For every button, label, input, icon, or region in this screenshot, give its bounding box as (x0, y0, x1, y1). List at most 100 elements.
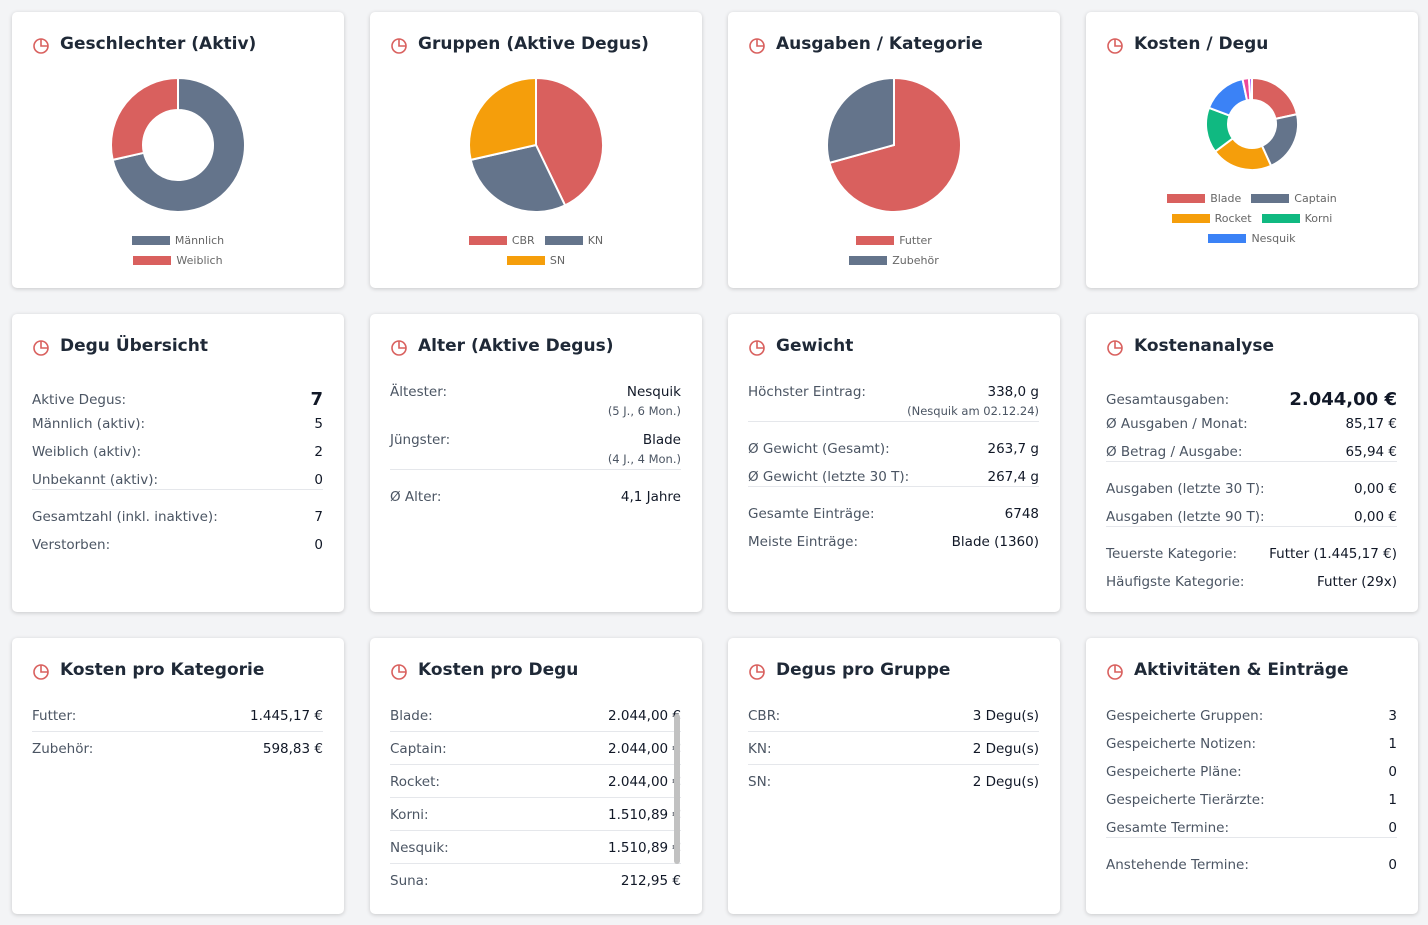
row-label: Ø Gewicht (letzte 30 T): (748, 469, 910, 485)
row-value: Futter (29x) (1316, 574, 1397, 590)
card-title: Degus pro Gruppe (776, 660, 951, 680)
card-title: Aktivitäten & Einträge (1134, 660, 1349, 680)
info-row: Gespeicherte Gruppen: 3 (1106, 708, 1397, 724)
row-value: 2.044,00 € (608, 708, 681, 724)
card-icon (391, 38, 407, 54)
divider (390, 469, 681, 470)
legend-label: CBR (511, 234, 535, 247)
legend-label: KN (587, 234, 604, 247)
row-value: 0 (1388, 857, 1397, 873)
legend-label: Weiblich (176, 254, 223, 267)
slice (468, 76, 537, 162)
card-title: Kosten pro Kategorie (60, 660, 265, 680)
info-row: Ältester: Nesquik (5 J., 6 Mon.) (390, 384, 681, 418)
row-label: Unbekannt (aktiv): (32, 472, 159, 488)
legend-item: Rocket (1171, 212, 1252, 225)
legend-swatch (468, 236, 507, 245)
row-label: Ø Betrag / Ausgabe: (1106, 444, 1243, 460)
card-title: Kosten pro Degu (418, 660, 579, 680)
row-label: Gespeicherte Notizen: (1106, 736, 1257, 752)
row-value: 0,00 € (1354, 481, 1397, 497)
legend-swatch (544, 236, 583, 245)
info-row: Zubehör: 598,83 € (32, 741, 323, 757)
legend-label: Futter (899, 234, 932, 247)
divider (390, 830, 681, 831)
row-value: 267,4 g (987, 469, 1039, 485)
row-label: Gesamtzahl (inkl. inaktive): (32, 509, 218, 525)
info-row: Ø Gewicht (Gesamt): 263,7 g (748, 441, 1039, 457)
slice (826, 76, 895, 165)
row-label: Ausgaben (letzte 90 T): (1106, 509, 1265, 525)
row-label: Ältester: (390, 384, 448, 400)
info-row: Gesamte Termine: 0 (1106, 820, 1397, 836)
row-label: Gesamte Termine: (1106, 820, 1229, 836)
info-row: Ø Betrag / Ausgabe: 65,94 € (1106, 444, 1397, 460)
info-row: KN: 2 Degu(s) (748, 741, 1039, 757)
info-row: Jüngster: Blade (4 J., 4 Mon.) (390, 432, 681, 466)
divider (1106, 461, 1397, 462)
legend-label: SN (549, 254, 566, 267)
card: Aktivitäten & Einträge Gespeicherte Grupp… (1086, 638, 1418, 914)
divider (390, 764, 681, 765)
card: Kostenanalyse Gesamtausgaben: 2.044,00 € Ø … (1086, 314, 1418, 612)
info-row: Korni: 1.510,89 € (390, 807, 681, 823)
row-value: 2 Degu(s) (972, 774, 1039, 790)
row-label: Ausgaben (letzte 30 T): (1106, 481, 1265, 497)
row-label: SN: (748, 774, 772, 790)
row-label: Futter: (32, 708, 77, 724)
legend-swatch (1251, 194, 1290, 203)
card-icon (391, 664, 407, 680)
slice (469, 143, 567, 213)
row-value: 2.044,00 € (608, 774, 681, 790)
info-row: Aktive Degus: 7 (32, 389, 323, 410)
card-title: Ausgaben / Kategorie (776, 34, 983, 54)
row-label: Nesquik: (390, 840, 449, 856)
row-value: 0 (314, 472, 323, 488)
legend-swatch (856, 236, 895, 245)
info-row: Rocket: 2.044,00 € (390, 774, 681, 790)
row-label: Gespeicherte Gruppen: (1106, 708, 1264, 724)
row-sub: (Nesquik am 02.12.24) (907, 404, 1039, 418)
icon-shape (398, 39, 406, 47)
info-row: Gesamtausgaben: 2.044,00 € (1106, 389, 1397, 410)
info-row: Meiste Einträge: Blade (1360) (748, 534, 1039, 550)
row-label: Teuerste Kategorie: (1106, 546, 1238, 562)
info-row: Weiblich (aktiv): 2 (32, 444, 323, 460)
info-row: Ausgaben (letzte 30 T): 0,00 € (1106, 481, 1397, 497)
chart (110, 76, 246, 213)
row-value: 1 (1388, 792, 1397, 808)
row-value: Blade (642, 432, 681, 448)
card: Ausgaben / Kategorie Futter Zubehör (728, 12, 1060, 288)
row-label: Ø Gewicht (Gesamt): (748, 441, 890, 457)
row-value: 0 (1388, 820, 1397, 836)
slice (110, 76, 179, 162)
row-label: Rocket: (390, 774, 440, 790)
row-value: 338,0 g (987, 384, 1039, 400)
legend: Männlich Weiblich (98, 234, 258, 267)
row-label: Ø Ausgaben / Monat: (1106, 416, 1248, 432)
row-value: 5 (314, 416, 323, 432)
row-sub: (4 J., 4 Mon.) (607, 452, 681, 466)
row-value: 2 Degu(s) (972, 741, 1039, 757)
divider (390, 797, 681, 798)
row-label: Aktive Degus: (32, 392, 127, 408)
icon-shape (756, 39, 764, 47)
card-title: Kosten / Degu (1134, 34, 1269, 54)
legend: Blade Captain Rocket Korni Nesquik (1167, 192, 1337, 245)
card-icon (749, 38, 765, 54)
row-value: 212,95 € (620, 873, 681, 889)
row-label: CBR: (748, 708, 781, 724)
row-label: Gespeicherte Tierärzte: (1106, 792, 1265, 808)
legend-item: KN (544, 234, 604, 247)
row-value: 65,94 € (1345, 444, 1397, 460)
info-row: Ausgaben (letzte 90 T): 0,00 € (1106, 509, 1397, 525)
info-row: Verstorben: 0 (32, 537, 323, 553)
card-title: Alter (Aktive Degus) (418, 336, 614, 356)
card: Kosten / Degu Blade Captain Rocket Korni Nesq… (1086, 12, 1418, 288)
row-value: 1.510,89 € (608, 840, 681, 856)
legend-item: Blade (1167, 192, 1241, 205)
icon-shape (398, 665, 406, 673)
row-value: Blade (1360) (951, 534, 1039, 550)
row-label: Jüngster: (390, 432, 451, 448)
